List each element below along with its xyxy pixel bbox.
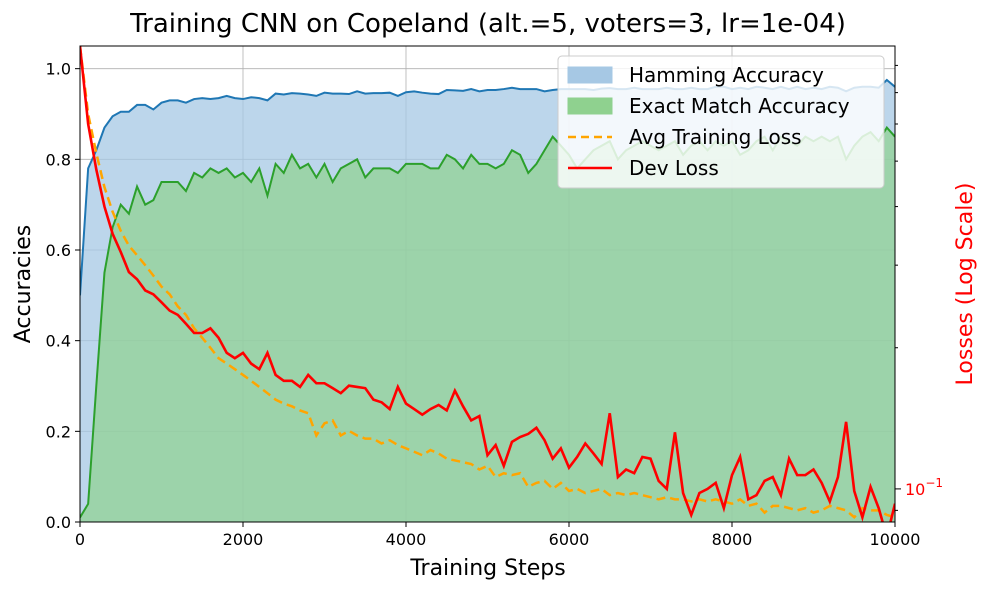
- legend-swatch: [567, 66, 613, 84]
- y-tick-label: 0.4: [46, 332, 71, 351]
- legend-label: Avg Training Loss: [629, 125, 802, 149]
- plot-frame: [79, 45, 896, 523]
- x-tick-label: 0: [75, 530, 85, 549]
- x-axis-title: Training Steps: [409, 556, 565, 581]
- y-tick-label: 1.0: [46, 60, 71, 79]
- legend-label: Dev Loss: [629, 156, 719, 180]
- x-tick-label: 8000: [712, 530, 753, 549]
- x-tick-label: 2000: [223, 530, 264, 549]
- legend: Hamming Accuracy Exact Match Accuracy Avg …: [557, 55, 885, 189]
- legend-label: Exact Match Accuracy: [629, 94, 850, 118]
- exact-match-accuracy-area: [80, 127, 895, 522]
- series-group: [80, 46, 895, 522]
- plot-area: 0 2000 4000 6000 8000 10000 0.0 0.2 0.4 0.6 0.8 1.0…: [46, 45, 943, 549]
- y-tick-label: 0.0: [46, 513, 71, 532]
- y-tick-label: 0.6: [46, 241, 71, 260]
- y-tick-label: 0.8: [46, 150, 71, 169]
- legend-swatch: [567, 97, 613, 115]
- dev-loss-line: [80, 46, 895, 522]
- chart-title: Training CNN on Copeland (alt.=5, voters…: [129, 9, 846, 39]
- legend-box: [557, 55, 885, 189]
- right-tick-exponent: −1: [925, 476, 943, 490]
- y-axis-title: Accuracies: [11, 225, 36, 344]
- x-tick-label: 10000: [870, 530, 921, 549]
- legend-label: Hamming Accuracy: [629, 63, 824, 87]
- x-tick-label: 6000: [549, 530, 590, 549]
- right-y-axis-title: Losses (Log Scale): [953, 183, 978, 386]
- x-tick-label: 4000: [386, 530, 427, 549]
- y-tick-label: 0.2: [46, 422, 71, 441]
